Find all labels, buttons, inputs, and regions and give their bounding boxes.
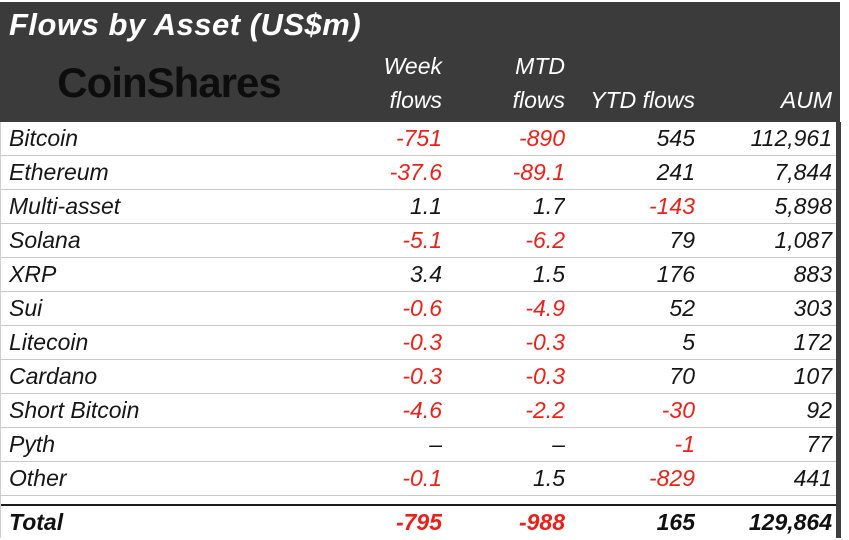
aum-value: 883 [793,261,832,287]
aum-value: 1,087 [774,227,832,253]
week-flows-value: -751 [395,125,442,151]
column-header-row: CoinShares Week flows MTD flows YTD flow… [0,49,835,122]
total-row-wrap: Total -795 -988 165 129,864 [0,496,841,538]
table-row: Cardano -0.3 -0.3 70 107 [1,360,836,394]
week-flows-value: -4.6 [402,397,442,423]
mtd-flows-value: -0.3 [525,329,565,355]
mtd-flows-value: -4.9 [525,295,565,321]
table-header: Flows by Asset (US$m) CoinShares Week fl… [0,2,840,122]
aum-value: 107 [793,363,832,389]
aum-value: 7,844 [774,159,832,185]
total-row: Total -795 -988 165 129,864 [1,504,836,538]
week-flows-value: -5.1 [402,227,442,253]
mtd-flows-value: -6.2 [525,227,565,253]
week-flows-value: -0.1 [402,465,442,491]
table-body: Bitcoin -751 -890 545 112,961 Ethereum -… [0,122,841,496]
column-header-week-flows: Week flows [383,53,442,113]
column-header-aum: AUM [780,87,832,113]
column-header-ytd-flows: YTD flows [590,87,695,113]
week-flows-value: -37.6 [389,159,442,185]
brand-cell: CoinShares [0,49,338,117]
aum-value: 92 [806,397,832,423]
asset-name: Multi-asset [9,193,121,219]
coinshares-logo: CoinShares [57,59,281,106]
asset-name: Litecoin [9,329,89,355]
asset-name: Other [9,465,67,491]
ytd-flows-value: 70 [669,363,695,389]
table-row: Other -0.1 1.5 -829 441 [1,462,836,496]
ytd-flows-value: 52 [669,295,695,321]
mtd-flows-value: 1.5 [533,261,565,287]
ytd-flows-value: 241 [656,159,695,185]
asset-name: Ethereum [9,159,109,185]
week-flows-value: 3.4 [410,261,442,287]
aum-value: 303 [793,295,832,321]
asset-name: Cardano [9,363,98,389]
table-row: Pyth – – -1 77 [1,428,836,462]
table-row: Litecoin -0.3 -0.3 5 172 [1,326,836,360]
week-flows-value: -0.3 [402,329,442,355]
total-label: Total [9,509,64,535]
ytd-flows-value: -1 [674,431,695,457]
ytd-flows-value: 5 [682,329,695,355]
total-week-flows-value: -795 [395,509,442,535]
table-row: XRP 3.4 1.5 176 883 [1,258,836,292]
ytd-flows-value: -30 [661,397,695,423]
table-row: Multi-asset 1.1 1.7 -143 5,898 [1,190,836,224]
mtd-flows-value: 1.7 [533,193,565,219]
asset-name: Pyth [9,431,56,457]
aum-value: 441 [793,465,832,491]
mtd-flows-value: -2.2 [525,397,565,423]
ytd-flows-value: -829 [648,465,695,491]
aum-value: 77 [806,431,832,457]
week-flows-value: 1.1 [410,193,442,219]
mtd-flows-value: 1.5 [533,465,565,491]
mtd-flows-value: -890 [518,125,565,151]
mtd-flows-value: – [552,431,565,457]
asset-name: Sui [9,295,43,321]
total-aum-value: 129,864 [748,509,832,535]
asset-name: Solana [9,227,81,253]
week-flows-value: -0.3 [402,363,442,389]
total-mtd-flows-value: -988 [518,509,565,535]
aum-value: 112,961 [750,125,832,151]
table-row: Bitcoin -751 -890 545 112,961 [1,122,836,156]
ytd-flows-value: 176 [656,261,695,287]
table-row: Ethereum -37.6 -89.1 241 7,844 [1,156,836,190]
table-row: Sui -0.6 -4.9 52 303 [1,292,836,326]
table-row: Solana -5.1 -6.2 79 1,087 [1,224,836,258]
aum-value: 172 [793,329,832,355]
asset-name: XRP [9,261,57,287]
column-header-mtd-flows: MTD flows [512,53,565,113]
total-ytd-flows-value: 165 [656,509,695,535]
table-row: Short Bitcoin -4.6 -2.2 -30 92 [1,394,836,428]
aum-value: 5,898 [774,193,832,219]
asset-name: Short Bitcoin [9,397,140,423]
mtd-flows-value: -0.3 [525,363,565,389]
ytd-flows-value: 79 [669,227,695,253]
page-title: Flows by Asset (US$m) [9,7,362,42]
week-flows-value: – [429,431,442,457]
ytd-flows-value: 545 [656,125,695,151]
mtd-flows-value: -89.1 [512,159,565,185]
week-flows-value: -0.6 [402,295,442,321]
asset-name: Bitcoin [9,125,79,151]
ytd-flows-value: -143 [648,193,695,219]
